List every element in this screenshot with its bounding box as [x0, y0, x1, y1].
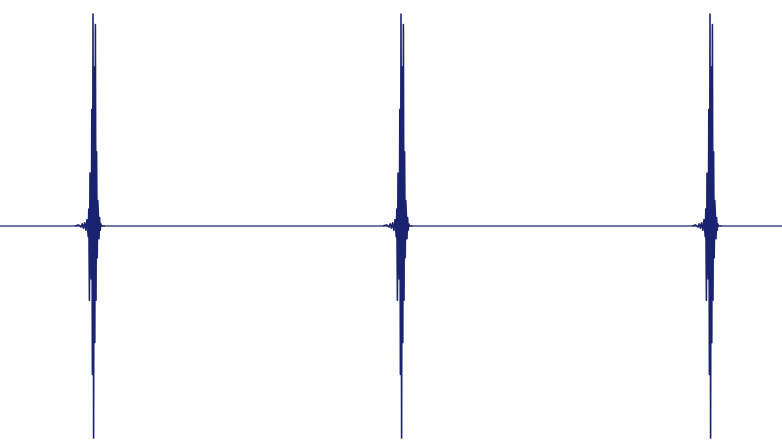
pulse-2: [382, 13, 413, 439]
pulse-3: [691, 13, 722, 439]
pulse-1: [74, 13, 105, 439]
series-layer: [0, 13, 782, 439]
